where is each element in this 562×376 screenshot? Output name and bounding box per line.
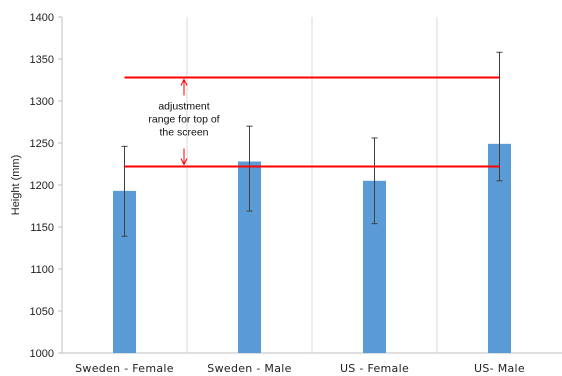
- category-gridlines: [186, 17, 438, 353]
- bar: [113, 190, 136, 353]
- y-axis-ticks: 1000 1050 1100 1150 1200 1250 1300 1350 1400: [30, 12, 62, 360]
- arrow-up-icon: [180, 78, 188, 86]
- y-tick-label: 1400: [30, 12, 54, 24]
- y-tick-label: 1350: [30, 54, 54, 66]
- bar: [488, 143, 511, 353]
- reference-lines: [124, 76, 500, 168]
- bar: [238, 161, 261, 353]
- y-tick-label: 1300: [30, 96, 54, 108]
- y-tick-label: 1050: [30, 306, 54, 318]
- y-tick-label: 1250: [30, 138, 54, 150]
- arrow-down-icon: [180, 158, 188, 166]
- x-category-label: Sweden - Female: [75, 362, 174, 375]
- bars: [113, 143, 511, 353]
- y-axis-title: Height (mm): [10, 155, 22, 216]
- x-category-label: US - Female: [340, 362, 409, 375]
- annotation-text-line: the screen: [159, 126, 208, 138]
- error-bars: [121, 51, 503, 237]
- category-labels: Sweden - Female Sweden - Male US - Female U…: [75, 362, 525, 375]
- x-category-label: US- Male: [474, 362, 525, 375]
- x-category-label: Sweden - Male: [207, 362, 291, 375]
- y-tick-label: 1200: [30, 180, 54, 192]
- annotation-text-line: range for top of: [148, 113, 219, 125]
- y-tick-label: 1150: [30, 222, 54, 234]
- annotation-text-line: adjustment: [158, 100, 209, 112]
- bar: [363, 180, 386, 353]
- y-tick-label: 1000: [30, 348, 54, 360]
- y-tick-label: 1100: [30, 264, 54, 276]
